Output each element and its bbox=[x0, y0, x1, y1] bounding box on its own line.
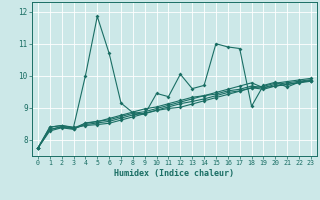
X-axis label: Humidex (Indice chaleur): Humidex (Indice chaleur) bbox=[115, 169, 234, 178]
